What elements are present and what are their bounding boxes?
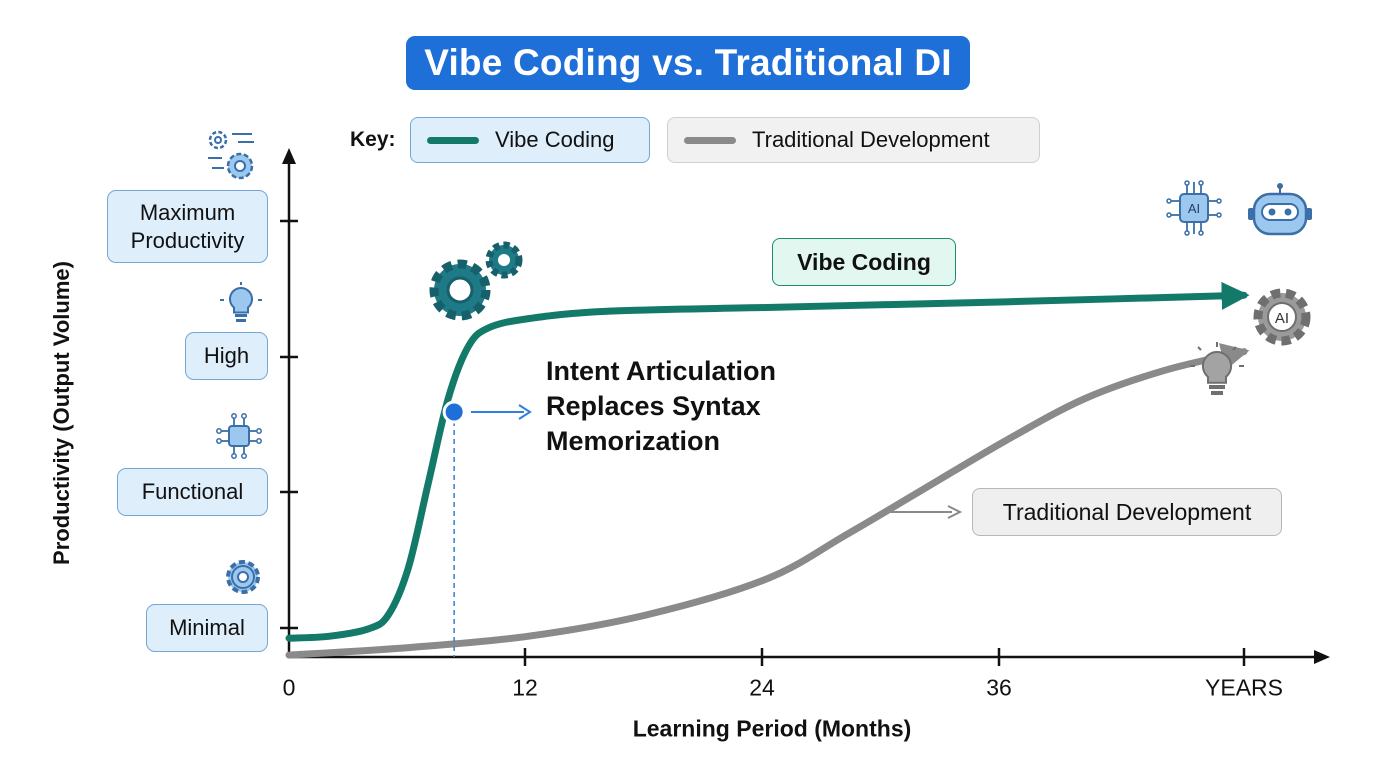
lightbulb-icon xyxy=(220,282,262,322)
x-axis-title: Learning Period (Months) xyxy=(632,715,912,742)
y-level-functional: Functional xyxy=(117,468,268,516)
svg-text:AI: AI xyxy=(1275,310,1289,327)
y-level-high: High xyxy=(185,332,268,380)
traditional-label-pointer-head xyxy=(947,505,963,519)
ai-chip-icon: AI xyxy=(1166,180,1222,236)
series-line-traditional-development xyxy=(285,343,1250,659)
annotation-line: Replaces Syntax xyxy=(546,391,761,421)
annotation-pointer-head xyxy=(518,404,532,420)
lightbulb-gray-icon xyxy=(1190,342,1244,395)
x-tick-label: 12 xyxy=(512,674,538,701)
annotation-line: Intent Articulation xyxy=(546,356,776,386)
y-axis-arrow xyxy=(282,148,296,164)
gears-icon xyxy=(208,130,254,180)
legend-item-traditional: Traditional Development xyxy=(667,117,1040,163)
series-line-vibe-coding xyxy=(285,281,1250,642)
legend-key-label: Key: xyxy=(350,128,396,151)
legend-label-vibe: Vibe Coding xyxy=(495,127,615,152)
traditional-curve-label: Traditional Development xyxy=(972,488,1282,536)
svg-text:AI: AI xyxy=(1188,201,1200,216)
legend-swatch-vibe xyxy=(427,136,479,144)
annotation-line: Memorization xyxy=(546,426,721,456)
x-axis-arrow xyxy=(1314,650,1330,664)
y-level-minimal: Minimal xyxy=(146,604,268,652)
legend-label-traditional: Traditional Development xyxy=(752,127,990,152)
annotation-point xyxy=(442,400,466,424)
x-tick-label: YEARS xyxy=(1205,674,1283,701)
y-level-maximum: Maximum Productivity xyxy=(107,190,268,263)
annotation-text: Intent Articulation Replaces Syntax Memo… xyxy=(546,354,776,459)
chart-title: Vibe Coding vs. Traditional DI xyxy=(406,36,970,90)
robot-icon xyxy=(1248,183,1312,236)
gears-teal-icon xyxy=(429,241,523,321)
chip-icon xyxy=(216,413,262,459)
vibe-coding-curve-label: Vibe Coding xyxy=(772,238,956,286)
ai-gear-icon: AI xyxy=(1253,288,1311,346)
x-tick-label: 36 xyxy=(986,674,1012,701)
x-tick-label: 0 xyxy=(282,674,296,701)
gear-icon xyxy=(226,560,260,594)
legend-swatch-traditional xyxy=(684,136,736,144)
legend-item-vibe-coding: Vibe Coding xyxy=(410,117,650,163)
x-tick-label: 24 xyxy=(749,674,775,701)
